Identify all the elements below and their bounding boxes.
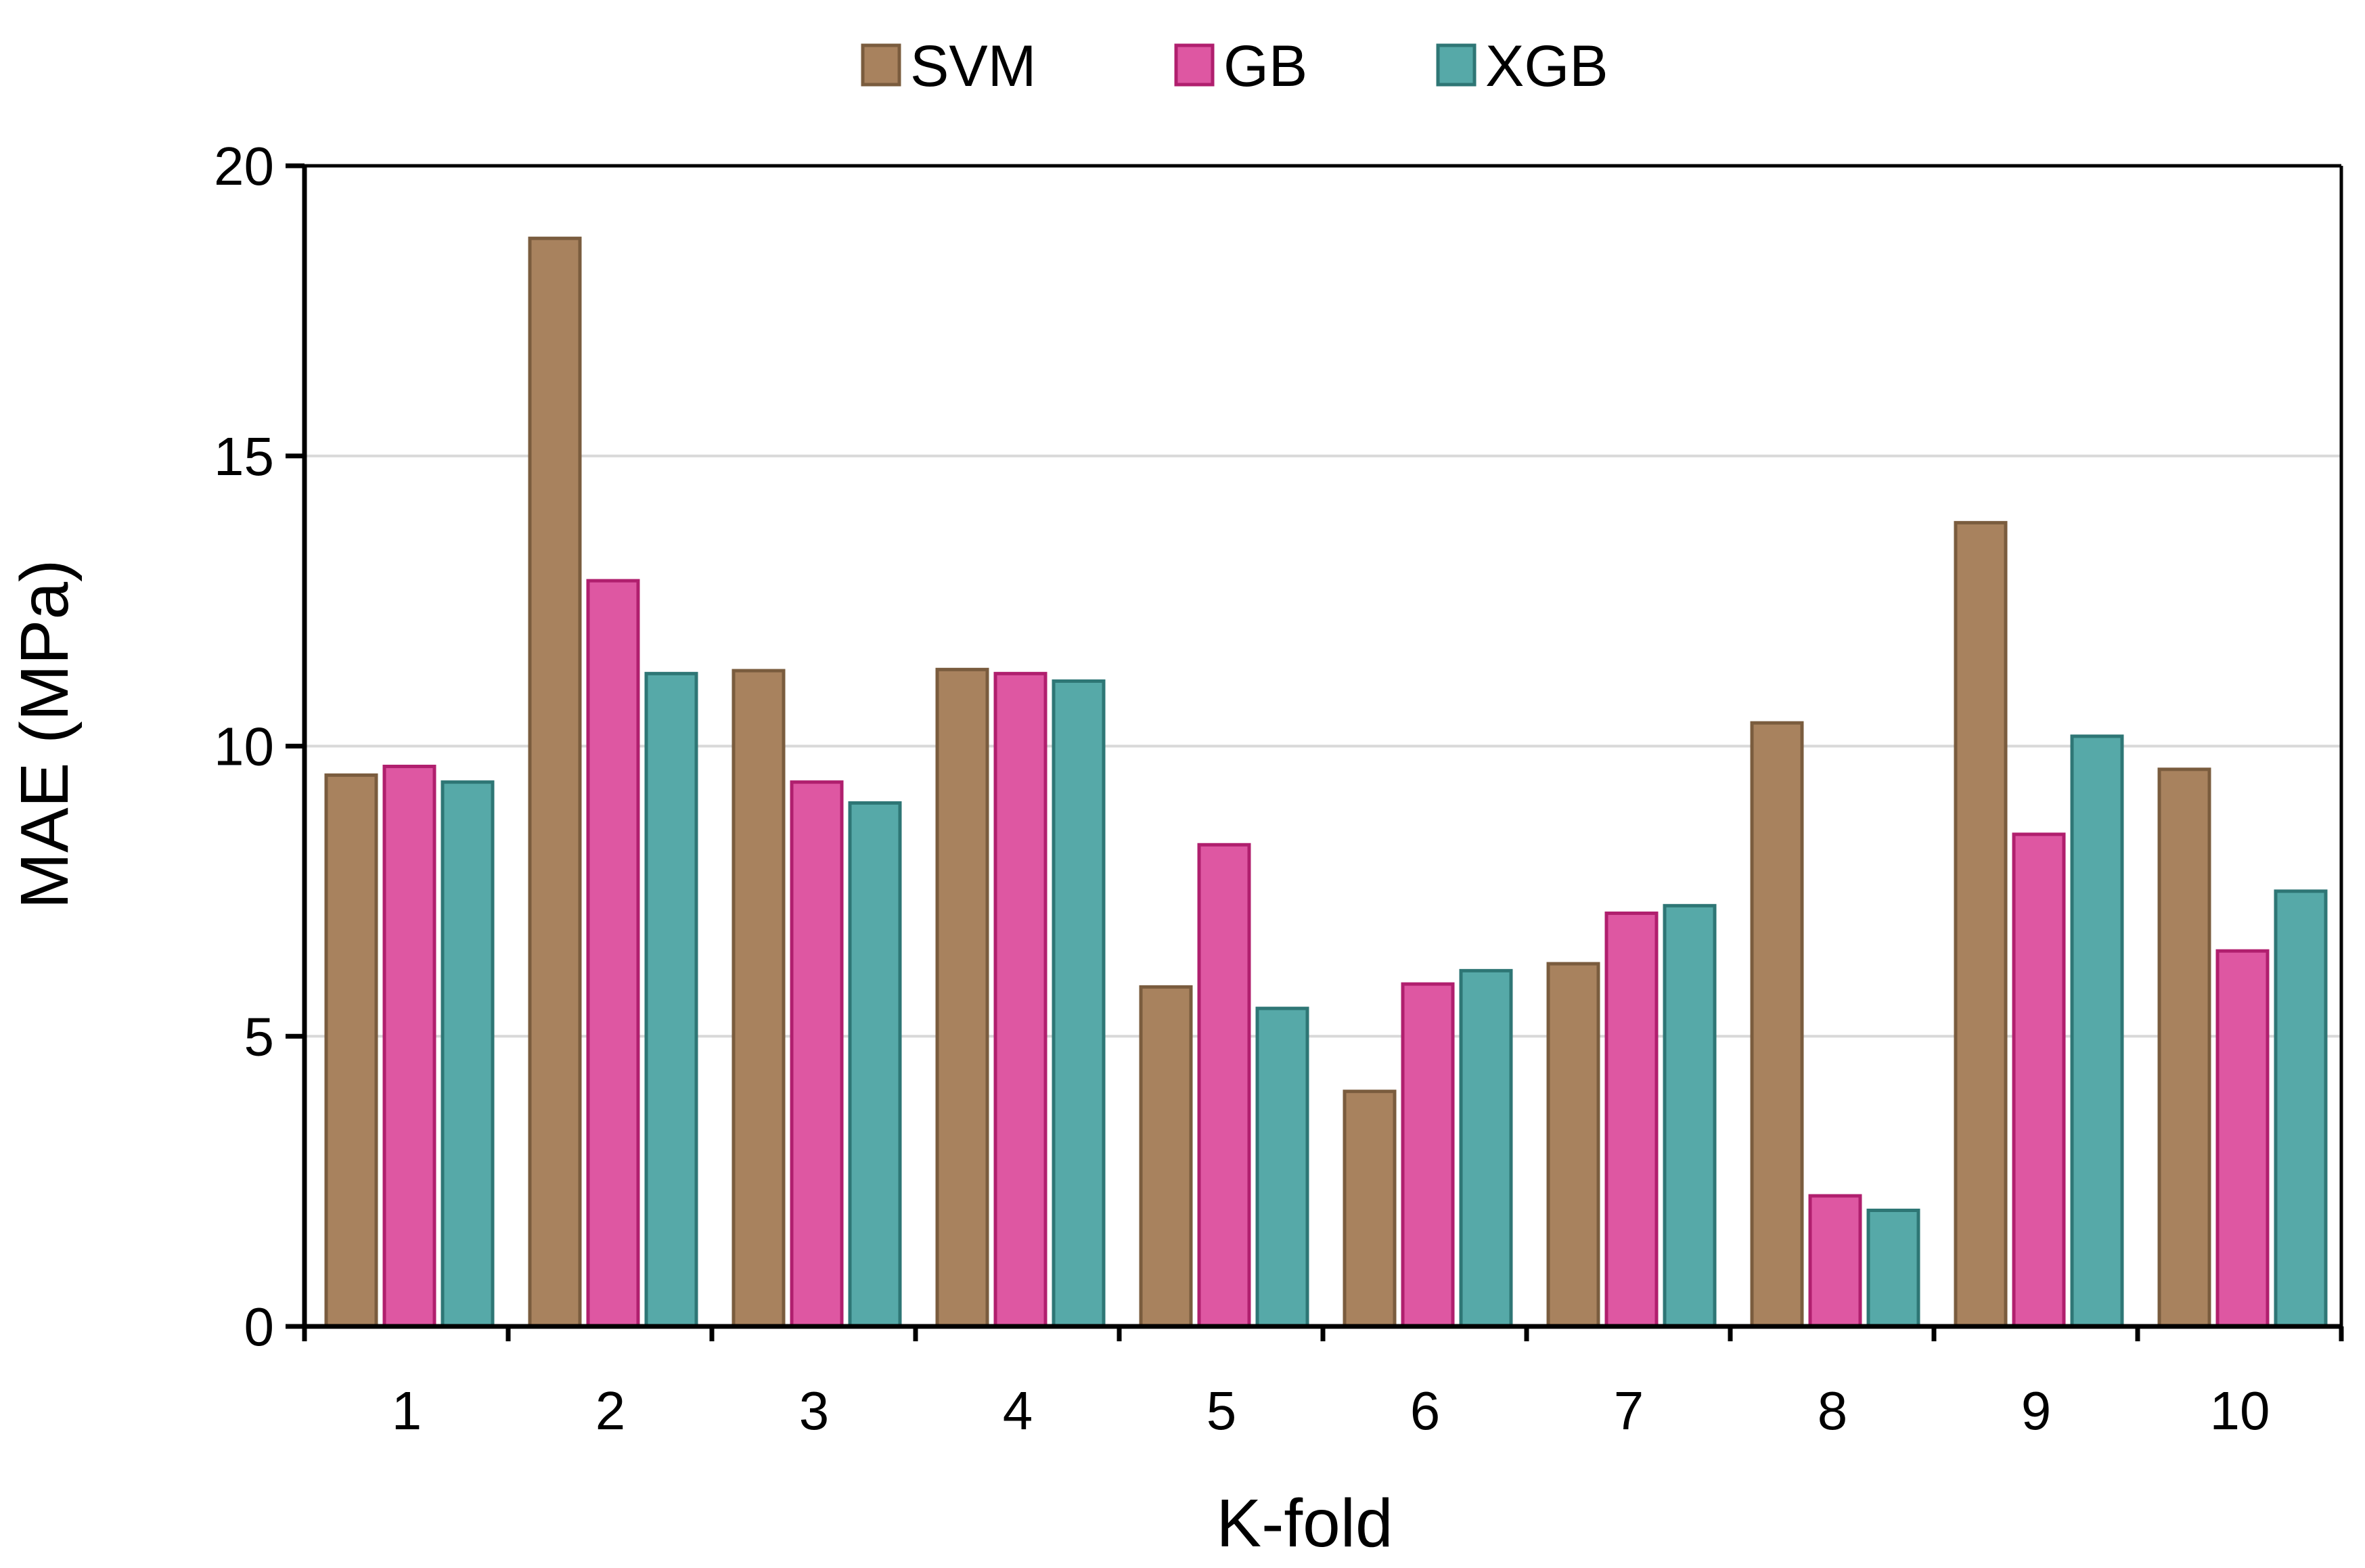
y-tick-label: 10 [214,717,274,777]
bar-xgb-5 [1255,1006,1309,1328]
bar-xgb-7 [1663,903,1717,1328]
bar-gb-4 [993,671,1048,1328]
y-tick-label: 15 [214,426,274,487]
legend-label-gb: GB [1223,34,1307,99]
x-tick-label: 4 [1003,1381,1033,1441]
bar-svm-8 [1750,721,1804,1328]
y-tick-label: 20 [214,136,274,196]
bar-gb-2 [586,579,640,1328]
bar-xgb-10 [2274,889,2328,1328]
y-axis-title: MAE (MPa) [7,560,83,910]
legend-label-xgb: XGB [1485,34,1608,99]
legend-swatch-gb [1174,43,1215,87]
bar-gb-3 [790,780,844,1328]
bar-gb-6 [1401,982,1455,1328]
y-tick-label: 5 [244,1006,275,1067]
bar-gb-5 [1197,843,1251,1328]
bar-gb-7 [1604,911,1659,1328]
legend-swatch-svm [861,43,901,87]
legend-swatch-xgb [1436,43,1477,87]
x-tick-label: 9 [2021,1381,2052,1441]
legend: SVM GB XGB [861,34,1608,99]
x-tick-label: 3 [799,1381,830,1441]
bar-gb-10 [2215,949,2270,1328]
bar-xgb-3 [848,801,902,1328]
x-tick-label: 10 [2210,1381,2270,1441]
y-ticks: 0 5 10 15 20 [214,136,305,1357]
bar-xgb-8 [1866,1209,1920,1328]
bar-svm-4 [935,667,989,1328]
x-tick-label: 7 [1614,1381,1644,1441]
y-tick-label: 0 [244,1297,275,1357]
x-ticks: 1 2 3 4 5 6 7 8 9 10 [302,1326,2344,1441]
bar-svm-3 [731,669,786,1328]
bar-xgb-9 [2070,734,2124,1328]
bar-svm-1 [324,773,378,1328]
bar-gb-8 [1808,1194,1862,1328]
bar-svm-2 [528,236,582,1328]
x-tick-label: 5 [1207,1381,1237,1441]
bar-xgb-2 [644,671,698,1328]
bar-gb-1 [382,765,436,1328]
x-tick-label: 8 [1818,1381,1848,1441]
x-axis-title: K-fold [1216,1485,1393,1561]
x-tick-label: 1 [392,1381,422,1441]
bar-xgb-1 [441,780,495,1328]
bar-xgb-6 [1459,968,1513,1328]
bar-gb-9 [2012,832,2066,1328]
x-tick-label: 6 [1410,1381,1441,1441]
bars [324,236,2328,1328]
x-tick-label: 2 [595,1381,626,1441]
bar-xgb-4 [1052,679,1106,1328]
legend-label-svm: SVM [910,34,1036,99]
bar-svm-6 [1343,1090,1397,1328]
bar-svm-7 [1546,962,1600,1328]
bar-svm-5 [1139,985,1193,1328]
bar-svm-10 [2157,767,2211,1328]
bar-svm-9 [1954,520,2008,1328]
